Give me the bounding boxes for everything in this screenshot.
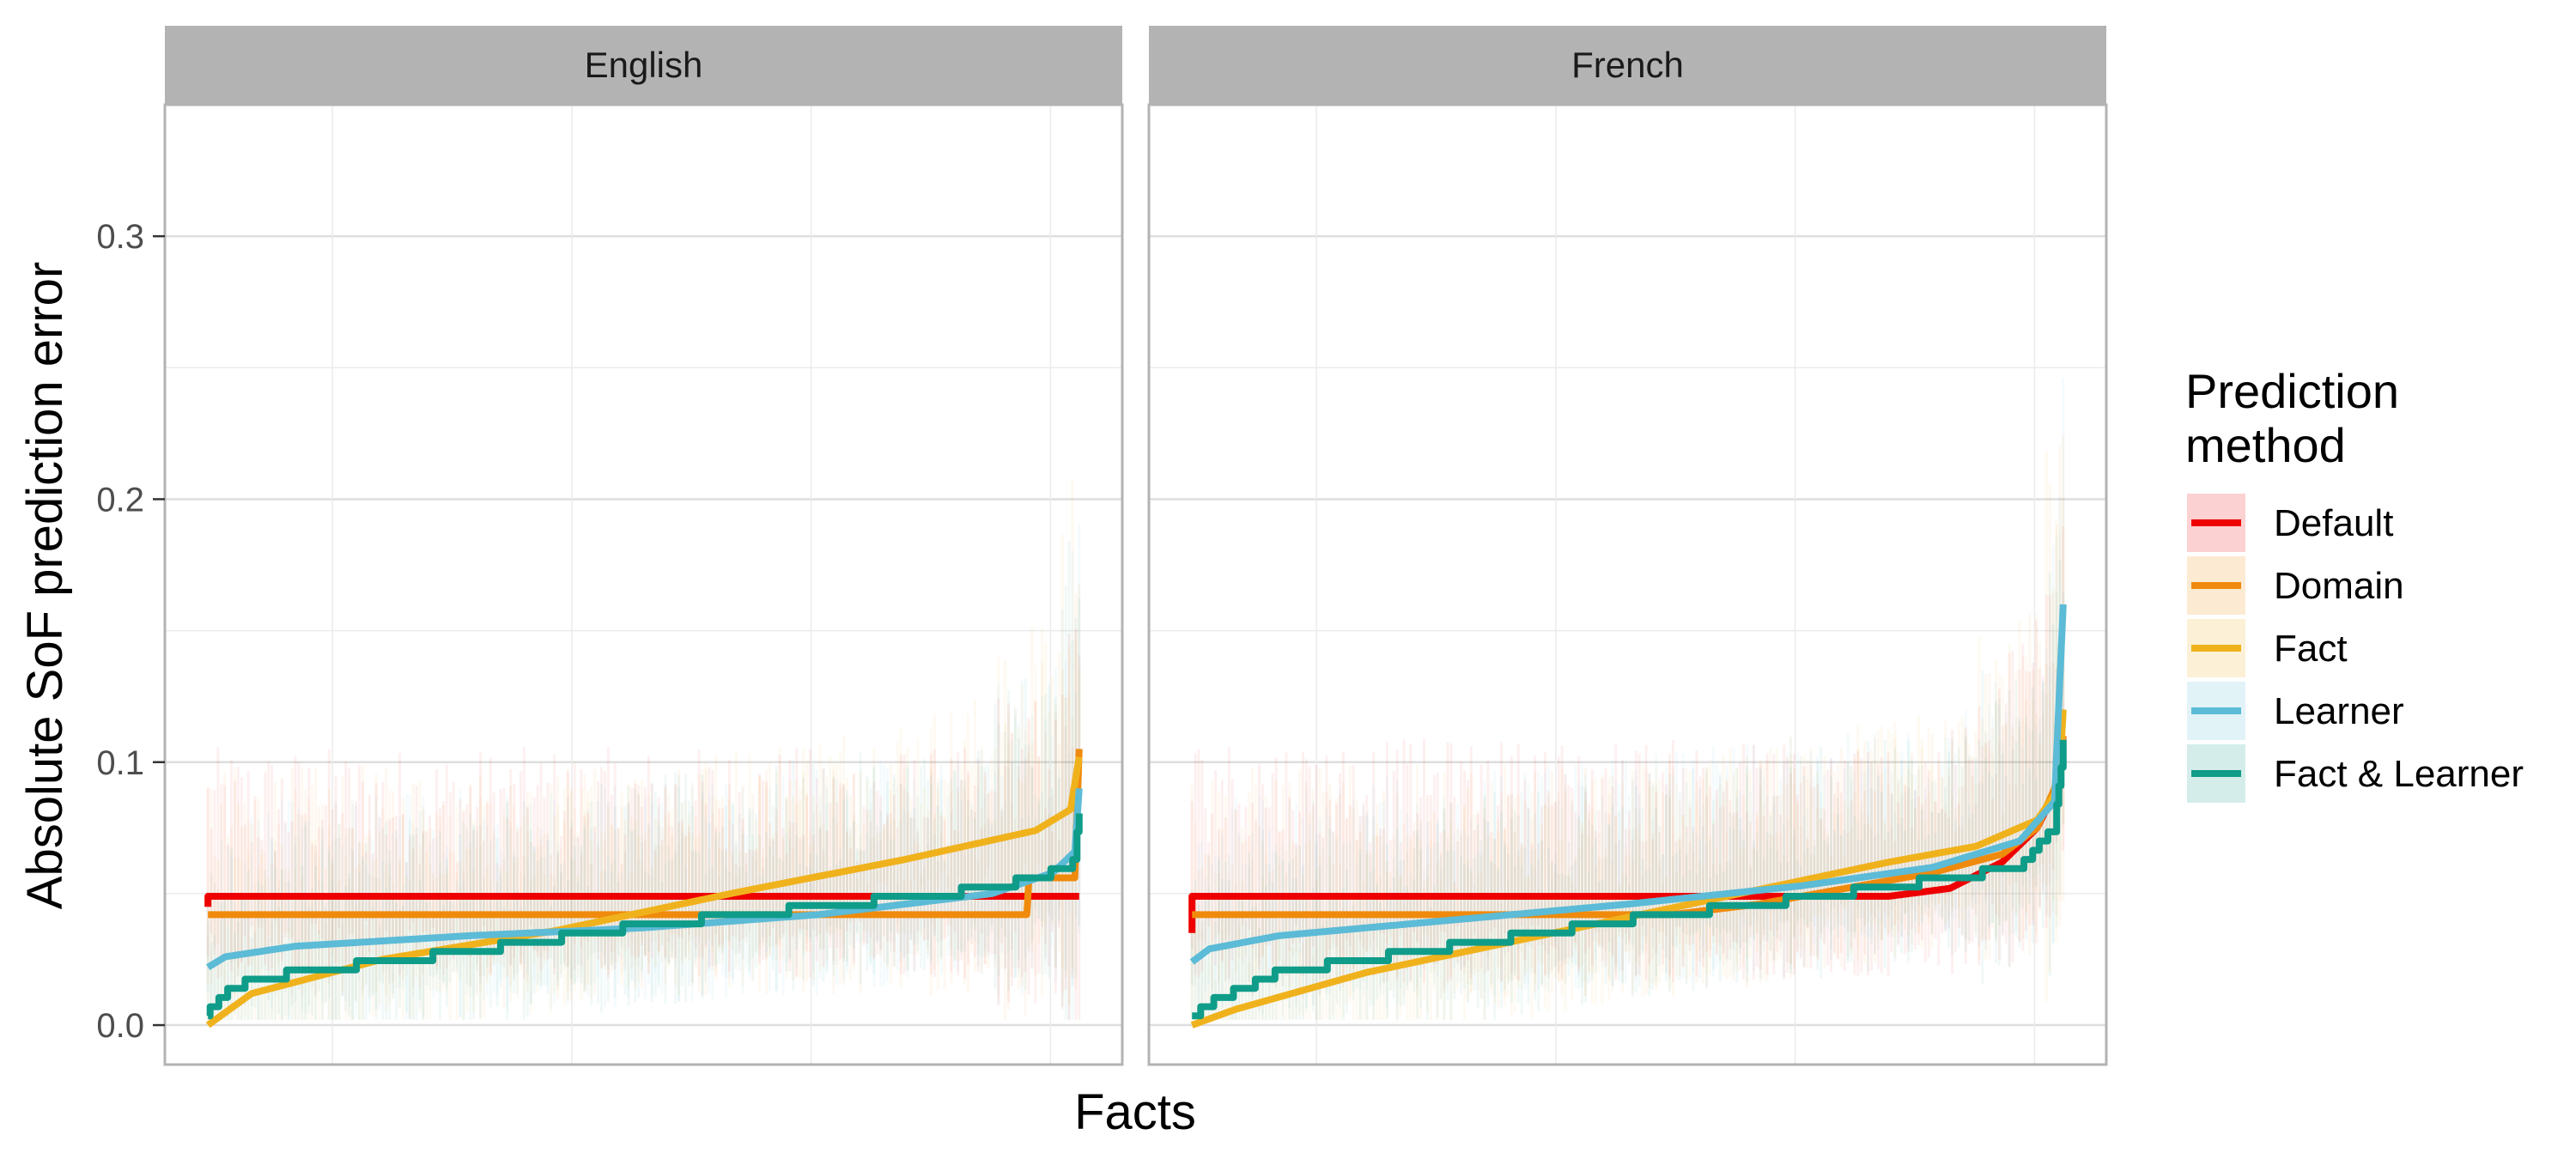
series-line-fact [1190,709,2067,1029]
series-line-fact-learner [206,813,1083,1020]
series-lines [1188,604,2067,1029]
series-line-learner [206,788,1083,971]
y-tick-label: 0.1 [96,744,144,782]
legend-item-fact: Fact [2187,619,2348,677]
panel-border [163,103,1124,1066]
y-tick-label: 0.3 [96,218,144,256]
gridlines [165,105,1122,1065]
legend-item-domain: Domain [2187,556,2404,615]
y-axis: 0.0 0.1 0.2 0.3 [96,218,165,1045]
series-line-learner [1189,604,2067,965]
legend-label: Fact & Learner [2274,753,2524,795]
y-tick-label: 0.0 [96,1007,144,1045]
y-axis-title: Absolute SoF prediction error [17,262,73,909]
legend-label: Learner [2274,690,2404,732]
legend-item-fact-learner: Fact & Learner [2187,744,2524,803]
legend-item-learner: Learner [2187,682,2404,740]
legend-title-line-2: method [2185,418,2346,472]
facet-panel-english: English [163,26,1124,1066]
legend-label: Domain [2274,565,2404,607]
legend-title-line-1: Prediction [2185,364,2399,418]
facet-panel-french: French [1147,26,2108,1066]
legend-label: Fact [2274,628,2348,670]
legend-item-default: Default [2187,494,2393,552]
plot-background [165,105,1122,1065]
facet-strip [1149,26,2106,105]
facet-strip [165,26,1122,105]
panel-border [1147,103,2108,1066]
x-axis-title: Facts [1074,1084,1196,1140]
facet-strip-label: French [1571,45,1684,85]
facet-panels: English French [163,26,2108,1066]
legend-label: Default [2274,502,2393,544]
series-line-default [1188,735,2067,933]
facet-strip-label: English [585,45,703,85]
y-tick-label: 0.2 [96,481,144,519]
series-lines [204,749,1083,1029]
series-line-fact-learner [1190,739,2067,1020]
